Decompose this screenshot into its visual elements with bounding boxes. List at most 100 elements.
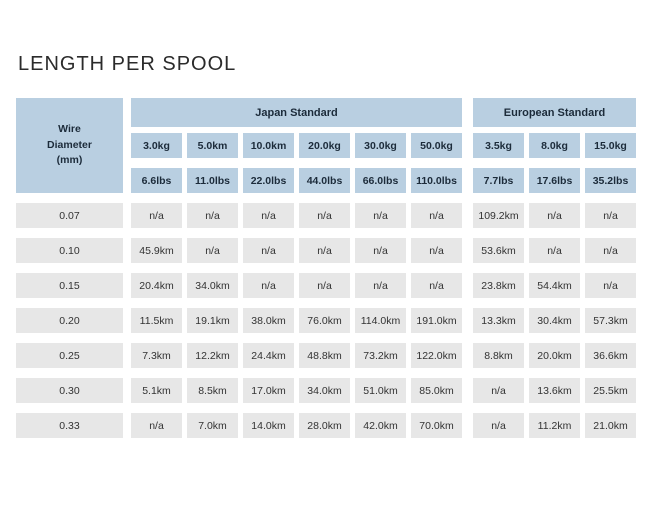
standard-group-label: Japan Standard: [131, 98, 462, 127]
japan-length-cell: n/a: [411, 273, 462, 298]
japan-length-cell: n/a: [187, 203, 238, 228]
kg-header-cell: 50.0kg: [411, 133, 462, 158]
japan-length-cell: n/a: [355, 273, 406, 298]
japan-length-cell: 191.0km: [411, 308, 462, 333]
table-header: Wire Diameter (mm) Japan Standard Europea…: [16, 98, 636, 193]
european-length-cell: n/a: [585, 203, 636, 228]
japan-length-cell: n/a: [299, 273, 350, 298]
japan-length-cell: n/a: [131, 203, 182, 228]
japan-length-cell: 24.4km: [243, 343, 294, 368]
japan-length-cell: 38.0km: [243, 308, 294, 333]
wire-diameter-cell: 0.30: [16, 378, 123, 403]
table-row: 0.07 n/a n/a n/a n/a n/a n/a 109.2km n/a n/a: [16, 203, 636, 228]
european-length-cell: 54.4km: [529, 273, 580, 298]
lbs-header-cell: 35.2lbs: [585, 168, 636, 193]
lbs-header-cell: 6.6lbs: [131, 168, 182, 193]
wire-diameter-cell: 0.07: [16, 203, 123, 228]
japan-length-cell: n/a: [187, 238, 238, 263]
table-row: 0.20 11.5km 19.1km 38.0km 76.0km 114.0km 191.0…: [16, 308, 636, 333]
japan-length-cell: 8.5km: [187, 378, 238, 403]
wire-diameter-header: Wire Diameter (mm): [16, 98, 123, 193]
kg-header-cell: 3.5kg: [473, 133, 524, 158]
european-length-cell: 23.8km: [473, 273, 524, 298]
header-columns: Japan Standard European Standard 3.0kg 5.0…: [131, 98, 636, 193]
european-length-cell: 25.5km: [585, 378, 636, 403]
lbs-header-cell: 7.7lbs: [473, 168, 524, 193]
japan-length-cell: 34.0km: [299, 378, 350, 403]
european-length-cell: 109.2km: [473, 203, 524, 228]
european-length-cell: n/a: [585, 273, 636, 298]
kg-header-cell: 10.0km: [243, 133, 294, 158]
table-row: 0.25 7.3km 12.2km 24.4km 48.8km 73.2km 122.0km…: [16, 343, 636, 368]
european-length-cell: 21.0km: [585, 413, 636, 438]
european-length-cell: 11.2km: [529, 413, 580, 438]
european-length-cell: 30.4km: [529, 308, 580, 333]
japan-length-cell: 12.2km: [187, 343, 238, 368]
japan-length-cell: 42.0km: [355, 413, 406, 438]
japan-length-cell: 122.0km: [411, 343, 462, 368]
wire-diameter-cell: 0.15: [16, 273, 123, 298]
table-row: 0.30 5.1km 8.5km 17.0km 34.0km 51.0km 85.0km n/…: [16, 378, 636, 403]
european-length-cell: n/a: [585, 238, 636, 263]
japan-length-cell: 114.0km: [355, 308, 406, 333]
lbs-header-row: 6.6lbs 11.0lbs 22.0lbs 44.0lbs 66.0lbs 110.0l…: [131, 168, 636, 193]
japan-length-cell: 76.0km: [299, 308, 350, 333]
japan-length-cell: n/a: [299, 203, 350, 228]
kg-header-cell: 8.0kg: [529, 133, 580, 158]
european-length-cell: 57.3km: [585, 308, 636, 333]
japan-length-cell: 73.2km: [355, 343, 406, 368]
table-row: 0.15 20.4km 34.0km n/a n/a n/a n/a 23.8km 54.4km…: [16, 273, 636, 298]
japan-length-cell: n/a: [411, 238, 462, 263]
length-per-spool-table: Wire Diameter (mm) Japan Standard Europea…: [16, 98, 636, 438]
japan-length-cell: 19.1km: [187, 308, 238, 333]
japan-length-cell: 51.0km: [355, 378, 406, 403]
kg-header-cell: 30.0kg: [355, 133, 406, 158]
japan-length-cell: n/a: [355, 238, 406, 263]
european-length-cell: n/a: [473, 378, 524, 403]
wire-diameter-cell: 0.25: [16, 343, 123, 368]
lbs-header-cell: 17.6lbs: [529, 168, 580, 193]
japan-length-cell: 14.0km: [243, 413, 294, 438]
european-length-cell: n/a: [473, 413, 524, 438]
european-length-cell: n/a: [529, 203, 580, 228]
european-length-cell: 8.8km: [473, 343, 524, 368]
table-body: 0.07 n/a n/a n/a n/a n/a n/a 109.2km n/a n/a 0.10 4…: [16, 203, 636, 438]
standard-group-label: European Standard: [473, 98, 636, 127]
lbs-header-cell: 66.0lbs: [355, 168, 406, 193]
kg-header-cell: 3.0kg: [131, 133, 182, 158]
japan-length-cell: 7.3km: [131, 343, 182, 368]
lbs-header-cell: 22.0lbs: [243, 168, 294, 193]
kg-header-cell: 5.0km: [187, 133, 238, 158]
japan-length-cell: n/a: [243, 273, 294, 298]
kg-header-row: 3.0kg 5.0km 10.0km 20.0kg 30.0kg 50.0kg 3.5kg 8…: [131, 133, 636, 158]
european-length-cell: 53.6km: [473, 238, 524, 263]
european-length-cell: 13.6km: [529, 378, 580, 403]
lbs-header-cell: 11.0lbs: [187, 168, 238, 193]
japan-length-cell: n/a: [243, 203, 294, 228]
wire-diameter-cell: 0.20: [16, 308, 123, 333]
european-length-cell: 36.6km: [585, 343, 636, 368]
japan-length-cell: 7.0km: [187, 413, 238, 438]
japan-length-cell: n/a: [299, 238, 350, 263]
standards-band-row: Japan Standard European Standard: [131, 98, 636, 127]
lbs-header-cell: 44.0lbs: [299, 168, 350, 193]
japan-length-cell: 17.0km: [243, 378, 294, 403]
european-length-cell: n/a: [529, 238, 580, 263]
japan-length-cell: 85.0km: [411, 378, 462, 403]
kg-header-cell: 20.0kg: [299, 133, 350, 158]
japan-length-cell: 45.9km: [131, 238, 182, 263]
japan-length-cell: 48.8km: [299, 343, 350, 368]
japan-length-cell: n/a: [131, 413, 182, 438]
japan-length-cell: 28.0km: [299, 413, 350, 438]
european-length-cell: 13.3km: [473, 308, 524, 333]
table-row: 0.10 45.9km n/a n/a n/a n/a n/a 53.6km n/a n/a: [16, 238, 636, 263]
japan-length-cell: 70.0km: [411, 413, 462, 438]
page-title: LENGTH PER SPOOL: [18, 53, 237, 75]
kg-header-cell: 15.0kg: [585, 133, 636, 158]
lbs-header-cell: 110.0lbs: [411, 168, 462, 193]
wire-diameter-cell: 0.33: [16, 413, 123, 438]
wire-diameter-cell: 0.10: [16, 238, 123, 263]
japan-length-cell: 20.4km: [131, 273, 182, 298]
japan-length-cell: 11.5km: [131, 308, 182, 333]
